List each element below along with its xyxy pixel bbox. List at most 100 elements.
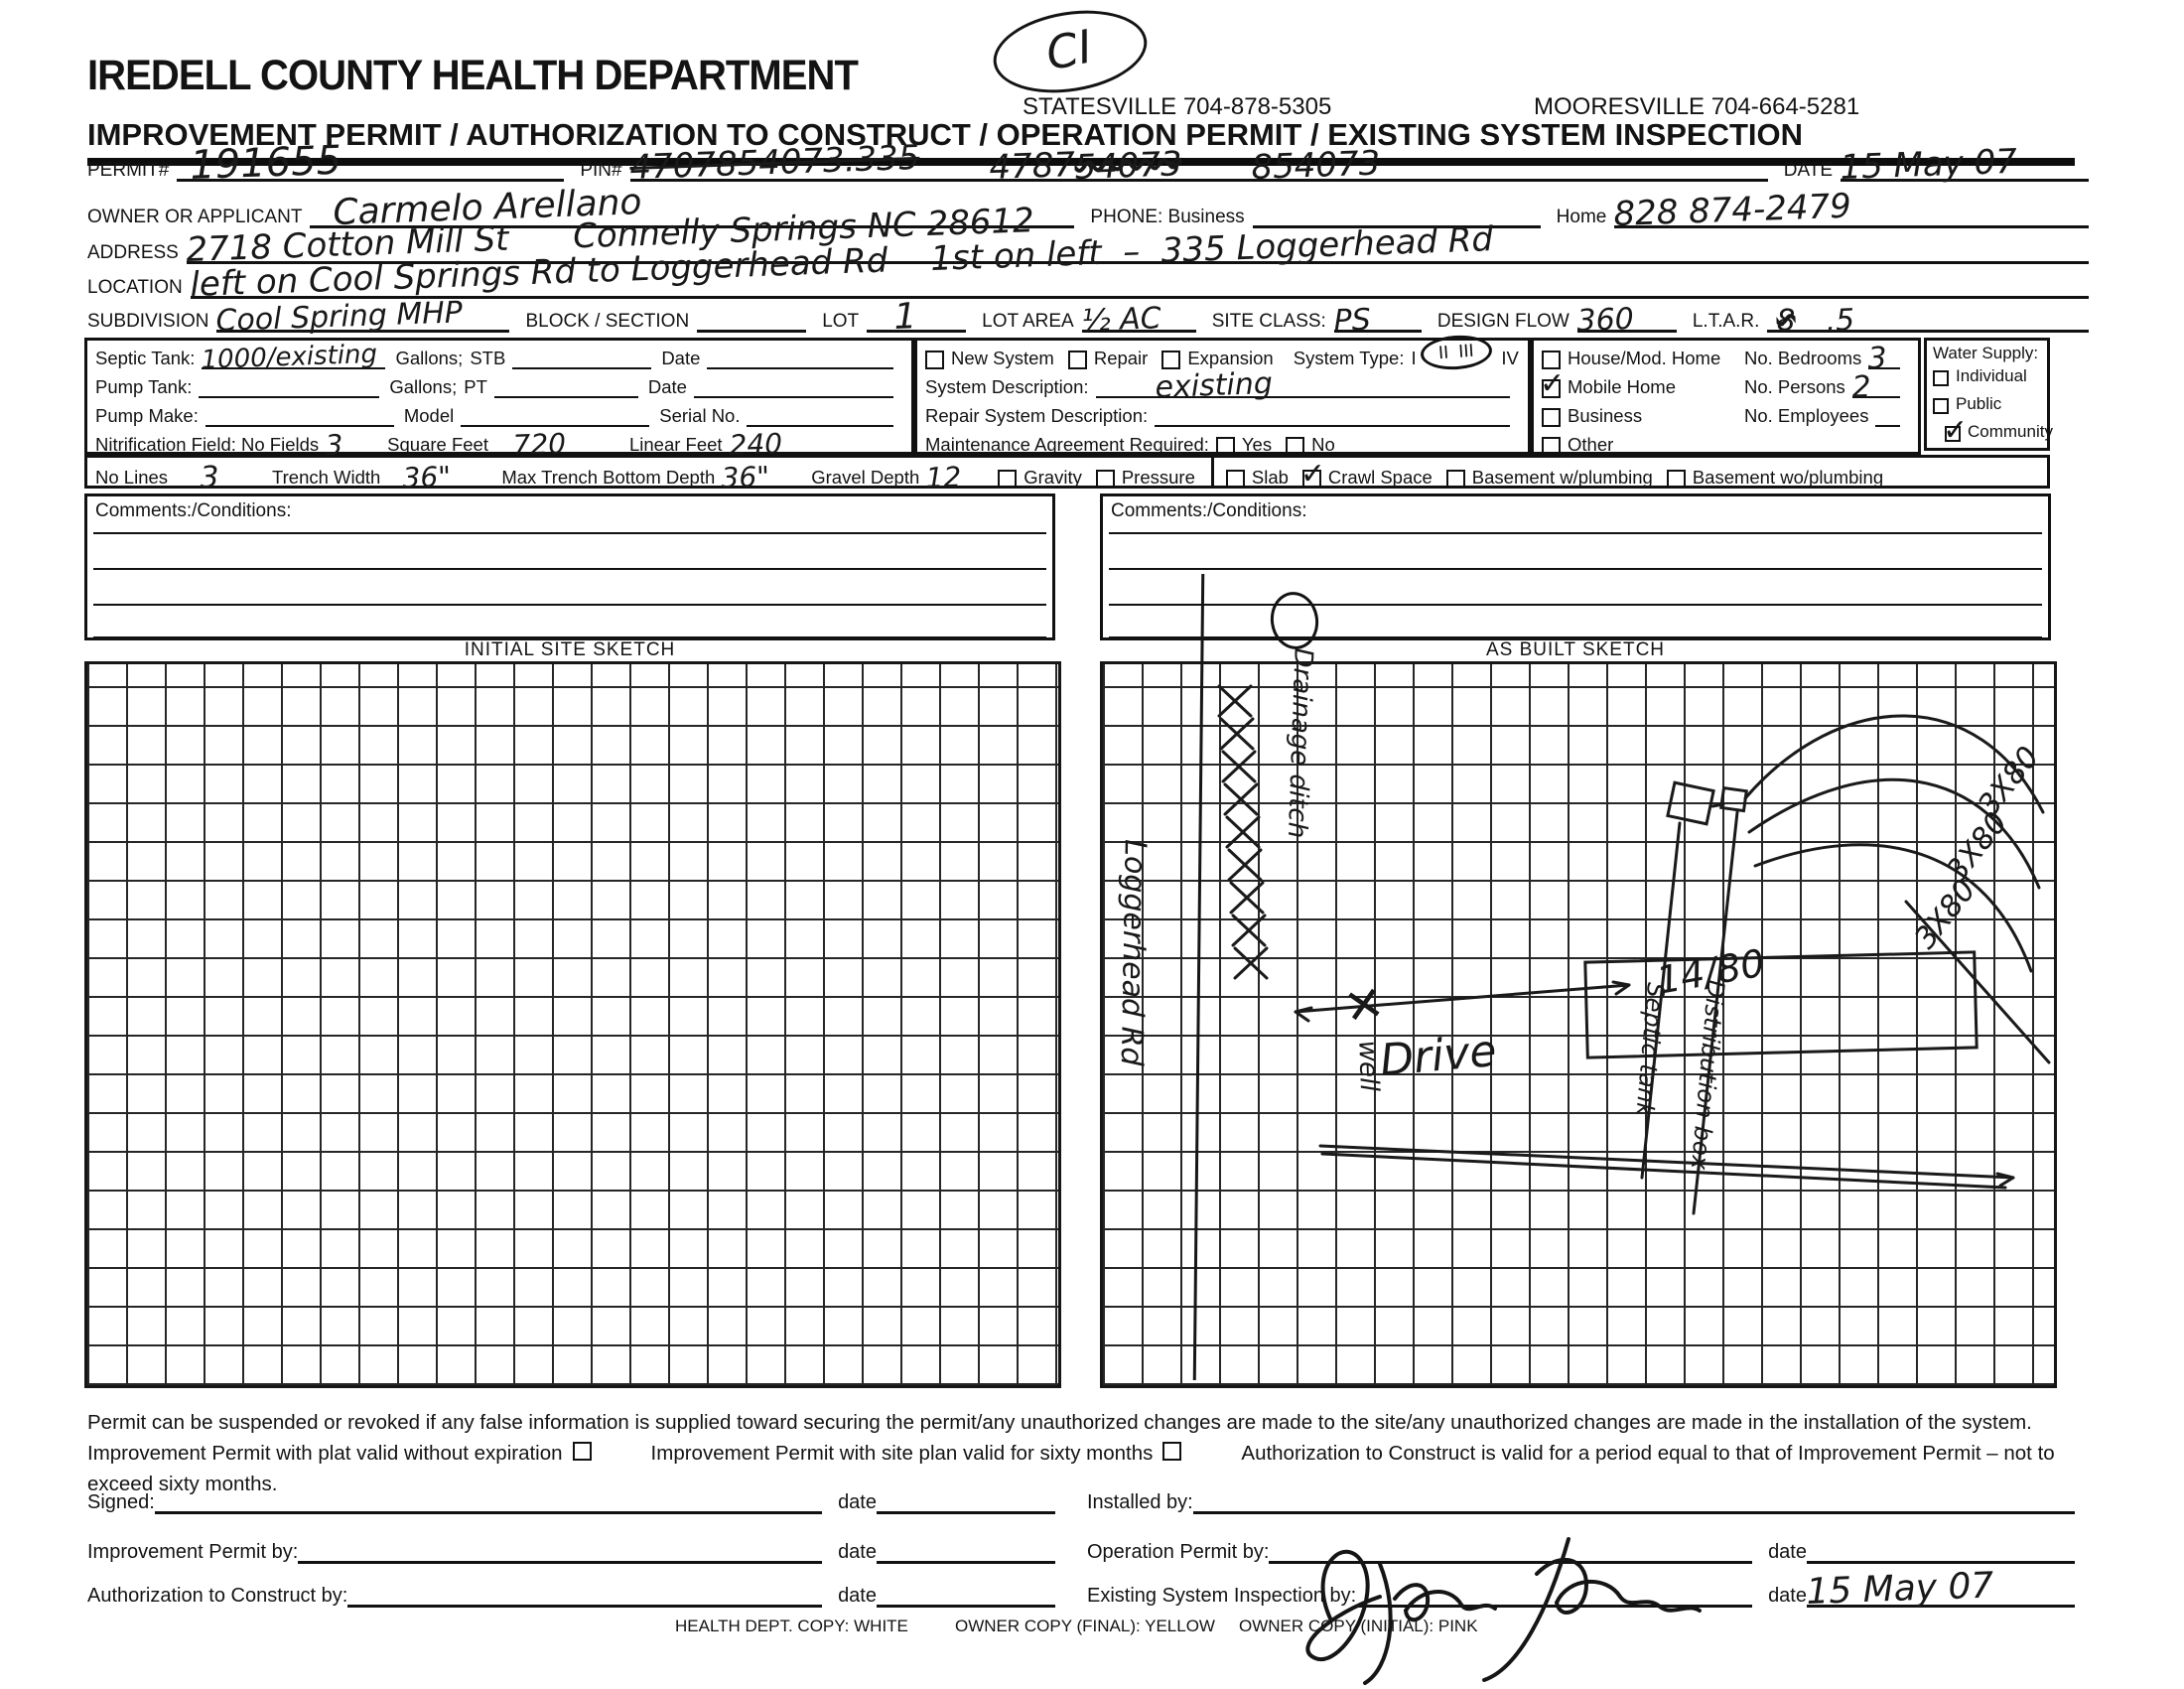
model-label: Model <box>403 405 455 426</box>
improvement-permit-field[interactable] <box>298 1535 823 1564</box>
bedrooms-field[interactable]: 3 <box>1867 341 1900 375</box>
lot-area-field[interactable]: ½ AC <box>1081 300 1196 338</box>
persons-field[interactable]: 2 <box>1851 369 1900 404</box>
system-description-field[interactable]: existing <box>1095 365 1510 404</box>
operation-date-field[interactable] <box>1807 1535 2075 1564</box>
checkbox-community[interactable]: Community <box>1943 413 2053 448</box>
inspection-date-field[interactable]: 15 May 07 <box>1806 1566 2075 1613</box>
checkbox-expansion[interactable]: Expansion <box>1161 348 1274 369</box>
initial-site-sketch-grid[interactable] <box>84 661 1061 1388</box>
pin-field[interactable]: 4707854073.335 4787 54073 854073 <box>628 138 1768 188</box>
comments-line[interactable] <box>93 568 1046 570</box>
checkbox-individual[interactable]: Individual <box>1933 366 2027 386</box>
individual-checkbox[interactable] <box>1933 370 1949 386</box>
design-flow-field[interactable]: 360 <box>1576 300 1677 338</box>
linear-feet-field[interactable]: 240 <box>729 427 893 462</box>
pump-make-field[interactable] <box>205 401 394 427</box>
new-system-checkbox[interactable] <box>925 351 944 369</box>
stb-date-field[interactable] <box>707 344 893 369</box>
basement-w-plumbing-checkbox[interactable] <box>1445 470 1465 489</box>
checkbox-slab[interactable]: Slab <box>1225 467 1289 489</box>
square-feet-field[interactable]: 720 <box>494 427 619 462</box>
site-class-field[interactable]: PS <box>1333 300 1422 338</box>
checkbox-pressure[interactable]: Pressure <box>1095 467 1195 489</box>
checkbox-basement-w-plumbing[interactable]: Basement w/plumbing <box>1445 467 1653 489</box>
existing-inspection-field[interactable] <box>1356 1579 1753 1608</box>
other-checkbox[interactable] <box>1542 437 1561 456</box>
permit-field[interactable]: 191655 <box>177 138 565 189</box>
stb-field[interactable] <box>512 344 652 369</box>
signed-date-field[interactable] <box>877 1485 1055 1514</box>
operation-permit-field[interactable] <box>1269 1535 1753 1564</box>
phone-business-field[interactable] <box>1252 196 1541 228</box>
model-field[interactable] <box>461 401 650 427</box>
employees-field[interactable] <box>1875 401 1900 427</box>
address-field[interactable]: 2718 Cotton Mill St Connelly Springs NC … <box>186 201 2089 270</box>
checkbox-maintenance-no[interactable]: No <box>1286 434 1335 456</box>
checkbox-maintenance-yes[interactable]: Yes <box>1215 434 1272 456</box>
comments-line[interactable] <box>1109 532 2042 534</box>
checkbox-repair[interactable]: Repair <box>1067 348 1148 369</box>
checkbox-business[interactable]: Business <box>1542 405 1730 427</box>
comments-line[interactable] <box>1109 568 2042 570</box>
system-type-3[interactable]: III <box>1457 339 1474 361</box>
serial-field[interactable] <box>747 401 893 427</box>
system-type-4[interactable]: IV <box>1501 348 1519 368</box>
checkbox-gravity[interactable]: Gravity <box>998 467 1082 489</box>
pt-field[interactable] <box>493 372 638 398</box>
site-plan-checkbox[interactable] <box>1162 1441 1182 1461</box>
business-checkbox[interactable] <box>1542 408 1561 427</box>
home-phone-field[interactable]: 828 874-2479 <box>1613 187 2089 234</box>
repair-description-field[interactable] <box>1155 401 1510 427</box>
comments-line[interactable] <box>93 532 1046 534</box>
date-field[interactable]: 15 May 07 <box>1840 142 2089 188</box>
block-section-field[interactable] <box>697 300 807 333</box>
system-type-2[interactable]: II <box>1436 341 1449 363</box>
lot-field[interactable]: 1 <box>867 297 967 338</box>
comments-line[interactable] <box>93 636 1046 638</box>
checkbox-public[interactable]: Public <box>1933 394 2001 414</box>
maintenance-yes-checkbox[interactable] <box>1215 437 1235 456</box>
other-field[interactable] <box>1627 430 1900 456</box>
pt-date-field[interactable] <box>693 372 893 398</box>
authorization-field[interactable] <box>347 1579 823 1608</box>
pressure-checkbox[interactable] <box>1095 470 1115 489</box>
trench-width-field[interactable]: 36" <box>387 461 492 494</box>
checkbox-basement-wo-plumbing[interactable]: Basement wo/plumbing <box>1666 467 1883 489</box>
slab-checkbox[interactable] <box>1225 470 1245 489</box>
subdivision-field[interactable]: Cool Spring MHP <box>215 295 510 338</box>
comments-line[interactable] <box>93 604 1046 606</box>
plat-checkbox[interactable] <box>572 1441 592 1461</box>
maintenance-no-checkbox[interactable] <box>1286 437 1305 456</box>
septic-tank-field[interactable]: 1000/existing <box>202 340 386 375</box>
improvement-date-field[interactable] <box>877 1535 1055 1564</box>
installed-by-field[interactable] <box>1192 1485 2075 1514</box>
checkbox-new-system[interactable]: New System <box>925 348 1054 369</box>
crawl-space-checkbox[interactable] <box>1300 457 1325 492</box>
comments-line[interactable] <box>1109 636 2042 638</box>
authorization-date-field[interactable] <box>877 1579 1055 1608</box>
checkbox-crawl-space[interactable]: Crawl Space <box>1300 457 1433 492</box>
max-depth-field[interactable]: 36" <box>721 461 802 494</box>
repair-checkbox[interactable] <box>1067 351 1087 369</box>
comments-line[interactable] <box>1109 604 2042 606</box>
owner-field[interactable]: Carmelo Arellano <box>310 183 1075 233</box>
gravity-checkbox[interactable] <box>998 470 1018 489</box>
checkbox-other[interactable]: Other <box>1542 434 1613 456</box>
ltar-field[interactable]: 8 .5 <box>1767 300 2089 338</box>
community-checkbox[interactable] <box>1943 413 1968 448</box>
checkbox-mobile-home[interactable]: Mobile Home <box>1540 366 1730 401</box>
gravel-depth-field[interactable]: 12 <box>925 461 989 494</box>
pump-tank-field[interactable] <box>199 372 380 398</box>
checkbox-house[interactable]: House/Mod. Home <box>1542 348 1730 369</box>
no-fields-field[interactable]: 3 <box>325 429 378 462</box>
signed-field[interactable] <box>154 1485 823 1514</box>
no-lines-field[interactable]: 3 <box>175 460 263 494</box>
basement-wo-plumbing-checkbox[interactable] <box>1666 470 1686 489</box>
mobile-home-checkbox[interactable] <box>1540 366 1565 401</box>
public-checkbox[interactable] <box>1933 398 1949 414</box>
system-type-1[interactable]: I <box>1411 348 1417 368</box>
as-built-sketch-grid[interactable] <box>1100 661 2057 1388</box>
expansion-checkbox[interactable] <box>1161 351 1181 369</box>
location-field[interactable]: left on Cool Springs Rd to Loggerhead Rd… <box>190 219 2089 305</box>
